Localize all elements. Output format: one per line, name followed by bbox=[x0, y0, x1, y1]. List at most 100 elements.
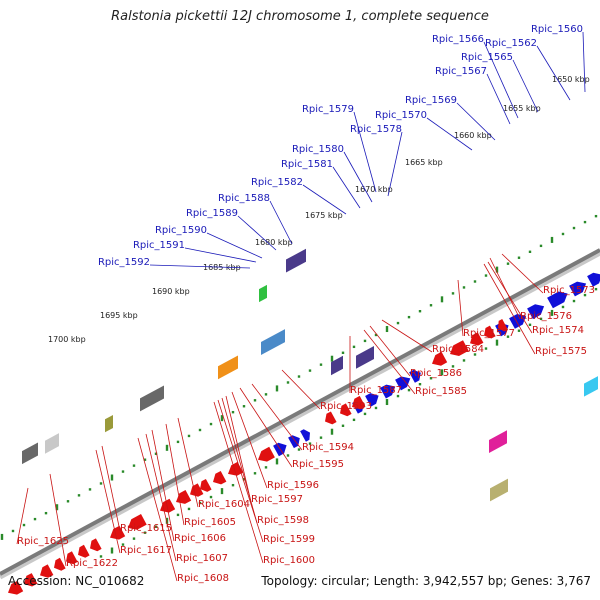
gene-reverse[interactable] bbox=[40, 564, 54, 578]
gene-label[interactable]: Rpic_1591 bbox=[133, 240, 185, 251]
gene-reverse[interactable] bbox=[450, 340, 469, 356]
gene-reverse[interactable] bbox=[90, 538, 102, 552]
gene-label[interactable]: Rpic_1576 bbox=[520, 311, 572, 322]
gene-label[interactable]: Rpic_1615 bbox=[120, 523, 172, 534]
feature-box[interactable] bbox=[218, 355, 238, 380]
gene-reverse[interactable] bbox=[470, 332, 484, 346]
gene-forward[interactable] bbox=[380, 384, 396, 399]
gene-label[interactable]: Rpic_1608 bbox=[177, 573, 229, 584]
gene-forward[interactable] bbox=[527, 304, 545, 320]
gene-reverse[interactable] bbox=[498, 319, 508, 332]
gene-reverse[interactable] bbox=[54, 557, 66, 571]
gene-label[interactable]: Rpic_1575 bbox=[535, 346, 587, 357]
leader-line bbox=[231, 391, 268, 489]
scale-dot-upper bbox=[187, 434, 191, 438]
gene-label[interactable]: Rpic_1617 bbox=[120, 545, 172, 556]
gene-label[interactable]: Rpic_1584 bbox=[432, 344, 484, 355]
feature-box[interactable] bbox=[584, 376, 598, 397]
scale-dot-upper bbox=[231, 410, 235, 414]
gene-label[interactable]: Rpic_1567 bbox=[435, 66, 487, 77]
gene-label[interactable]: Rpic_1605 bbox=[184, 517, 236, 528]
gene-forward[interactable] bbox=[395, 376, 411, 391]
scale-dot-upper bbox=[88, 488, 92, 491]
gene-reverse[interactable] bbox=[325, 411, 337, 425]
gene-label[interactable]: Rpic_1569 bbox=[405, 95, 457, 106]
gene-label[interactable]: Rpic_1579 bbox=[302, 104, 354, 115]
gene-reverse[interactable] bbox=[432, 351, 448, 366]
gene-label[interactable]: Rpic_1598 bbox=[257, 515, 309, 526]
gene-label[interactable]: Rpic_1580 bbox=[292, 144, 344, 155]
gene-reverse[interactable] bbox=[352, 395, 366, 410]
gene-label[interactable]: Rpic_1600 bbox=[263, 555, 315, 566]
gene-reverse[interactable] bbox=[78, 544, 90, 558]
gene-label[interactable]: Rpic_1597 bbox=[251, 494, 303, 505]
gene-label[interactable]: Rpic_1593 bbox=[320, 401, 372, 412]
feature-box[interactable] bbox=[45, 433, 59, 454]
gene-label[interactable]: Rpic_1599 bbox=[263, 534, 315, 545]
gene-label[interactable]: Rpic_1594 bbox=[302, 442, 354, 453]
gene-label[interactable]: Rpic_1622 bbox=[66, 558, 118, 569]
gene-forward[interactable] bbox=[288, 435, 300, 449]
scale-dot-lower bbox=[187, 507, 191, 511]
gene-label[interactable]: Rpic_1587 bbox=[350, 385, 402, 396]
gene-reverse[interactable] bbox=[484, 325, 496, 339]
feature-box[interactable] bbox=[286, 248, 306, 273]
gene-label[interactable]: Rpic_1582 bbox=[251, 177, 303, 188]
gene-reverse[interactable] bbox=[200, 479, 212, 492]
gene-forward[interactable] bbox=[300, 429, 310, 442]
gene-label[interactable]: Rpic_1581 bbox=[281, 159, 333, 170]
gene-reverse[interactable] bbox=[213, 471, 227, 485]
gene-forward[interactable] bbox=[365, 393, 379, 407]
gene-reverse[interactable] bbox=[228, 461, 244, 476]
gene-label[interactable]: Rpic_1585 bbox=[415, 386, 467, 397]
feature-box[interactable] bbox=[105, 414, 113, 433]
gene-label[interactable]: Rpic_1565 bbox=[461, 52, 513, 63]
gene-label[interactable]: Rpic_1588 bbox=[218, 193, 270, 204]
feature-box[interactable] bbox=[490, 478, 508, 502]
gene-forward[interactable] bbox=[509, 314, 527, 329]
gene-label[interactable]: Rpic_1560 bbox=[531, 24, 583, 35]
gene-label[interactable]: Rpic_1604 bbox=[198, 499, 250, 510]
gene-label[interactable]: Rpic_1606 bbox=[174, 533, 226, 544]
gene-label[interactable]: Rpic_1577 bbox=[463, 328, 515, 339]
scale-dot-lower bbox=[209, 495, 213, 499]
feature-box[interactable] bbox=[356, 346, 374, 369]
gene-forward[interactable] bbox=[587, 272, 600, 287]
feature-box[interactable] bbox=[259, 284, 267, 303]
gene-reverse[interactable] bbox=[340, 403, 352, 417]
gene-reverse[interactable] bbox=[66, 551, 78, 565]
gene-label[interactable]: Rpic_1578 bbox=[350, 124, 402, 135]
gene-forward[interactable] bbox=[569, 281, 587, 297]
gene-reverse[interactable] bbox=[24, 573, 38, 587]
gene-label[interactable]: Rpic_1596 bbox=[267, 480, 319, 491]
feature-box[interactable] bbox=[22, 442, 38, 465]
gene-label[interactable]: Rpic_1595 bbox=[292, 459, 344, 470]
gene-label[interactable]: Rpic_1562 bbox=[485, 38, 537, 49]
gene-label[interactable]: Rpic_1590 bbox=[155, 225, 207, 236]
gene-label[interactable]: Rpic_1625 bbox=[17, 536, 69, 547]
gene-label[interactable]: Rpic_1586 bbox=[410, 368, 462, 379]
gene-label[interactable]: Rpic_1607 bbox=[176, 553, 228, 564]
scale-dot-upper bbox=[77, 494, 81, 497]
gene-label[interactable]: Rpic_1573 bbox=[543, 285, 595, 296]
feature-box[interactable] bbox=[331, 355, 343, 376]
feature-box[interactable] bbox=[489, 430, 507, 453]
gene-forward[interactable] bbox=[547, 291, 568, 309]
gene-reverse[interactable] bbox=[8, 580, 24, 595]
scale-dot-lower bbox=[121, 543, 125, 546]
feature-box[interactable] bbox=[261, 329, 285, 356]
feature-box[interactable] bbox=[140, 385, 164, 412]
gene-label[interactable]: Rpic_1566 bbox=[432, 34, 484, 45]
gene-forward[interactable] bbox=[409, 369, 421, 383]
gene-label[interactable]: Rpic_1592 bbox=[98, 257, 150, 268]
gene-reverse[interactable] bbox=[258, 446, 275, 462]
kbp-label: 1690 kbp bbox=[152, 287, 190, 296]
gene-reverse[interactable] bbox=[110, 525, 126, 540]
gene-reverse[interactable] bbox=[128, 514, 147, 530]
gene-forward[interactable] bbox=[273, 442, 287, 457]
gene-label[interactable]: Rpic_1574 bbox=[532, 325, 584, 336]
gene-label[interactable]: Rpic_1589 bbox=[186, 208, 238, 219]
scale-dot-lower bbox=[220, 488, 224, 495]
gene-label[interactable]: Rpic_1570 bbox=[375, 110, 427, 121]
scale-dot-upper bbox=[583, 220, 587, 224]
